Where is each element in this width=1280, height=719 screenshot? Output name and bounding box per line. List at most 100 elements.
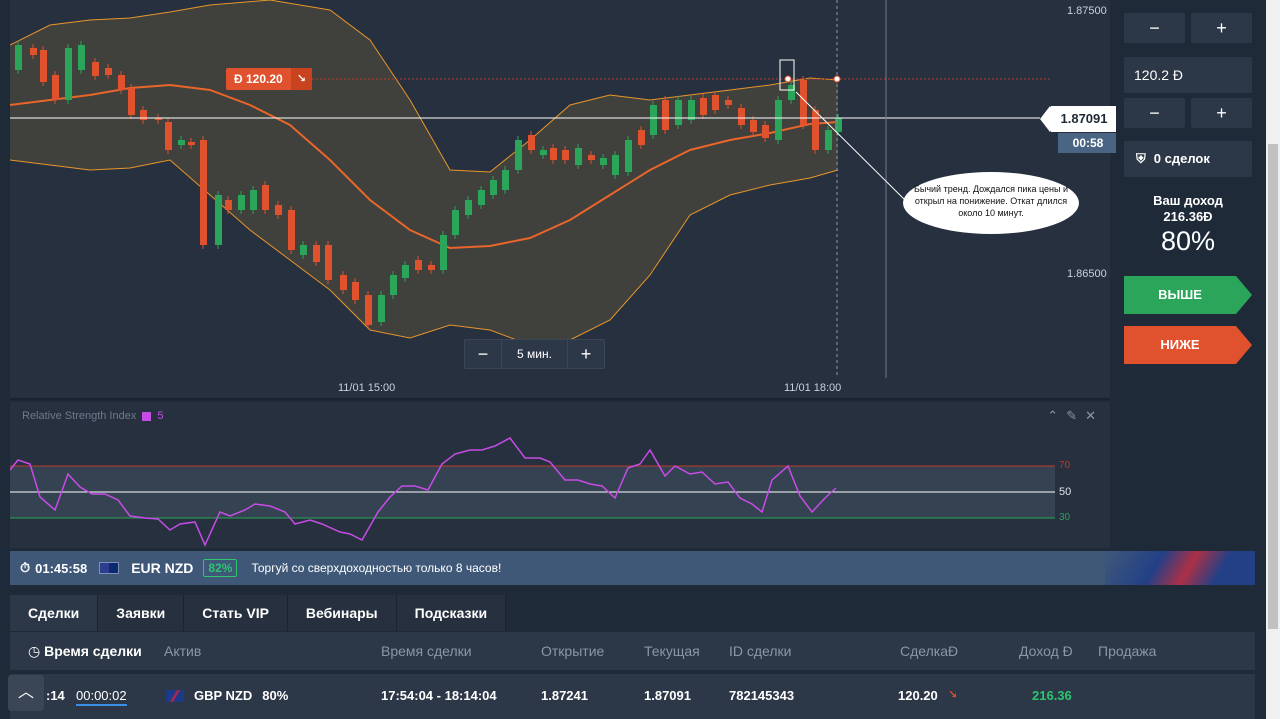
chart-canvas bbox=[10, 0, 1110, 400]
deal-marker-amount: Ð 120.20 bbox=[234, 72, 283, 86]
header-income: Доход Ð bbox=[1019, 643, 1073, 659]
candle-body-30 bbox=[390, 275, 397, 295]
candle-body-50 bbox=[638, 130, 645, 145]
higher-button[interactable]: ВЫШЕ bbox=[1124, 276, 1252, 314]
candle-body-46 bbox=[588, 155, 595, 160]
header-time-left-text: Время сделки bbox=[44, 643, 142, 659]
candle-body-5 bbox=[78, 45, 85, 70]
flag-icon bbox=[166, 690, 184, 702]
candle-body-19 bbox=[250, 190, 257, 210]
tab-deals[interactable]: Сделки bbox=[10, 595, 99, 631]
time-stepper: − + bbox=[1124, 13, 1252, 43]
candle-body-26 bbox=[340, 275, 347, 290]
header-id: ID сделки bbox=[729, 643, 792, 659]
candle-body-60 bbox=[762, 125, 769, 138]
candle-body-58 bbox=[738, 108, 745, 125]
close-icon[interactable]: ✕ bbox=[1085, 408, 1096, 423]
rsi-level-50: 50 bbox=[1059, 486, 1072, 498]
tab-vip[interactable]: Стать VIP bbox=[184, 595, 288, 631]
amount-minus-button[interactable]: − bbox=[1124, 98, 1185, 128]
bottom-tabs: Сделки Заявки Стать VIP Вебинары Подсказ… bbox=[10, 595, 1255, 631]
tab-webinars[interactable]: Вебинары bbox=[287, 595, 397, 631]
deal-marker[interactable]: Ð 120.20 ↘ bbox=[226, 68, 312, 90]
candle-body-17 bbox=[225, 200, 232, 210]
candle-body-65 bbox=[825, 130, 832, 150]
rsi-canvas bbox=[10, 437, 1055, 547]
candle-body-48 bbox=[612, 155, 619, 175]
candle-body-3 bbox=[52, 75, 59, 100]
candle-body-57 bbox=[725, 100, 732, 105]
promo-bar[interactable]: ⏱ 01:45:58 EUR NZD 82% Торгуй со сверхдо… bbox=[10, 551, 1255, 585]
deals-panel: Сделки Заявки Стать VIP Вебинары Подсказ… bbox=[10, 595, 1255, 719]
candle-body-22 bbox=[288, 210, 295, 250]
header-asset: Актив bbox=[164, 643, 202, 659]
moving-average-line bbox=[10, 83, 839, 250]
amount-plus-button[interactable]: + bbox=[1191, 98, 1252, 128]
candle-body-41 bbox=[528, 135, 535, 150]
candle-body-24 bbox=[313, 245, 320, 262]
scroll-top-button[interactable]: ︿ bbox=[8, 675, 44, 711]
trade-sidebar: − + 120.2 Ð − + ⛨ 0 сделок Ваш доход 216… bbox=[1116, 0, 1266, 548]
candle-body-28 bbox=[365, 295, 372, 325]
rsi-tools: ⌃ ✎ ✕ bbox=[1047, 408, 1096, 424]
row-remaining: 00:00:02 bbox=[76, 688, 127, 706]
candle-body-54 bbox=[688, 100, 695, 120]
scrollbar-thumb[interactable] bbox=[1268, 144, 1278, 629]
time-label-1: 11/01 15:00 bbox=[338, 382, 396, 394]
candle-body-0 bbox=[15, 45, 22, 70]
tab-hints[interactable]: Подсказки bbox=[396, 595, 507, 631]
candle-body-4 bbox=[65, 48, 72, 100]
lower-button[interactable]: НИЖЕ bbox=[1124, 326, 1252, 364]
candle-body-35 bbox=[452, 210, 459, 235]
clock-icon: ◷ bbox=[28, 643, 45, 659]
highlight-box bbox=[779, 59, 795, 91]
promo-pair: EUR NZD bbox=[131, 560, 194, 576]
row-asset-pct: 80% bbox=[262, 688, 289, 703]
candle-body-2 bbox=[40, 50, 47, 82]
candle-body-63 bbox=[800, 80, 807, 125]
candle-body-66 bbox=[835, 118, 842, 132]
rsi-color-swatch bbox=[142, 411, 152, 421]
candle-body-23 bbox=[300, 245, 307, 255]
header-time-left[interactable]: ◷ Время сделки bbox=[28, 643, 142, 660]
timeframe-value: 5 мин. bbox=[501, 340, 568, 368]
collapse-icon[interactable]: ⌃ bbox=[1047, 408, 1059, 423]
candle-body-6 bbox=[92, 62, 99, 76]
row-time-partial: :14 bbox=[46, 688, 65, 703]
current-price-label: 1.87091 bbox=[1040, 106, 1118, 132]
time-plus-button[interactable]: + bbox=[1191, 13, 1252, 43]
candle-body-44 bbox=[562, 150, 569, 160]
timeframe-minus-button[interactable]: − bbox=[477, 344, 489, 364]
candle-body-10 bbox=[140, 110, 147, 120]
price-chart[interactable]: Ð 120.20 ↘ Бычий тренд. Дождался пика це… bbox=[10, 0, 1118, 400]
table-row[interactable]: :14 00:00:02 GBP NZD 80% 17:54:04 - 18:1… bbox=[10, 674, 1255, 719]
timeframe-control: − 5 мин. + bbox=[464, 339, 605, 369]
candle-body-38 bbox=[490, 180, 497, 195]
shield-icon: ⛨ bbox=[1136, 151, 1146, 166]
candle-body-15 bbox=[200, 140, 207, 245]
promo-message: Торгуй со сверхдоходностью только 8 часо… bbox=[251, 561, 502, 575]
candle-body-1 bbox=[30, 48, 37, 55]
row-asset: GBP NZD 80% bbox=[166, 688, 288, 703]
candle-body-33 bbox=[428, 265, 435, 270]
candle-body-61 bbox=[775, 100, 782, 140]
timeframe-plus-button[interactable]: + bbox=[580, 344, 592, 364]
amount-input[interactable]: 120.2 Ð bbox=[1124, 57, 1252, 93]
candle-body-62 bbox=[788, 85, 795, 100]
tab-orders[interactable]: Заявки bbox=[98, 595, 185, 631]
candle-body-37 bbox=[478, 190, 485, 205]
deals-count[interactable]: ⛨ 0 сделок bbox=[1124, 141, 1252, 177]
annotation-pointer bbox=[795, 91, 911, 206]
page-scrollbar[interactable] bbox=[1266, 0, 1280, 719]
row-id: 782145343 bbox=[729, 688, 795, 703]
price-axis-top: 1.87500 bbox=[1067, 5, 1107, 17]
candle-body-64 bbox=[812, 110, 819, 150]
time-minus-button[interactable]: − bbox=[1124, 13, 1185, 43]
time-label-2: 11/01 18:00 bbox=[784, 382, 842, 394]
amount-stepper: − + bbox=[1124, 98, 1252, 128]
edit-icon[interactable]: ✎ bbox=[1066, 408, 1078, 423]
candle-body-52 bbox=[662, 100, 669, 130]
candle-body-16 bbox=[215, 195, 222, 245]
candle-body-39 bbox=[502, 170, 509, 190]
header-sell: Продажа bbox=[1098, 643, 1157, 659]
